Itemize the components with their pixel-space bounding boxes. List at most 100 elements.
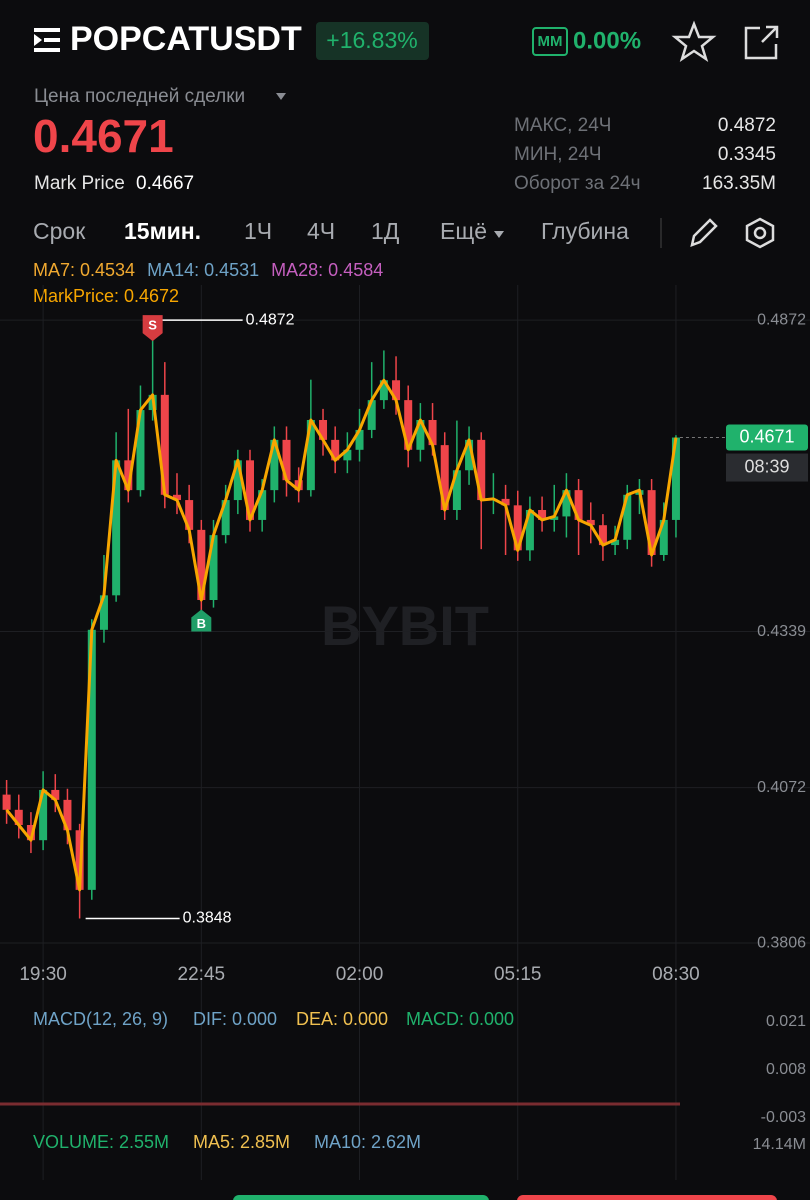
candle-body	[574, 490, 583, 520]
candle-body	[160, 394, 169, 495]
timeframe-tab[interactable]: Ещё	[440, 218, 487, 244]
candle-body	[258, 490, 267, 520]
candle-body	[136, 410, 145, 491]
sell-marker	[142, 315, 163, 342]
timeframe-tab[interactable]: 15мин.	[124, 218, 201, 244]
candle-body	[282, 439, 291, 481]
change-badge	[316, 22, 429, 60]
candle-body	[87, 629, 96, 890]
macd-tick: 0.008	[766, 1061, 806, 1078]
candle-body	[452, 470, 461, 510]
candle-body	[501, 498, 510, 506]
candle-body	[319, 420, 328, 440]
macd-value: MACD: 0.000	[406, 1009, 514, 1029]
markprice-legend: MarkPrice: 0.4672	[33, 286, 179, 306]
y-tick-label: 0.4339	[757, 623, 806, 640]
x-tick-label: 02:00	[336, 964, 384, 985]
candle-body	[465, 439, 474, 471]
candle-body	[598, 525, 607, 546]
macd-tick: 0.021	[766, 1013, 806, 1030]
candle-body	[14, 809, 23, 825]
timeframe-tab[interactable]: 1Д	[371, 218, 400, 244]
share-icon[interactable]	[744, 25, 779, 60]
candle-body	[51, 789, 60, 800]
stat-value: 0.3345	[718, 144, 776, 165]
symbol[interactable]: POPCATUSDT	[70, 20, 302, 58]
mm-box	[532, 27, 568, 56]
candle-body	[2, 794, 11, 810]
candle-body	[270, 439, 279, 491]
candle-body	[112, 460, 121, 596]
ma-legend: MA7: 0.4534	[33, 260, 135, 280]
timeframe-tab[interactable]: 4Ч	[307, 218, 335, 244]
macd-title: MACD(12, 26, 9)	[33, 1009, 168, 1029]
candle-body	[172, 494, 181, 501]
y-tick-label: 0.3806	[757, 934, 806, 951]
x-tick-label: 19:30	[19, 964, 67, 985]
candle-body	[392, 380, 401, 401]
candle-body	[562, 490, 571, 517]
high-marker-label: 0.4872	[246, 311, 295, 328]
candle-body	[355, 429, 364, 450]
candle-body	[659, 519, 668, 555]
macd-dif: DIF: 0.000	[193, 1009, 277, 1029]
candle-body	[440, 445, 449, 510]
settings-icon[interactable]	[745, 217, 775, 249]
countdown-tag	[726, 453, 808, 482]
candle-body	[343, 449, 352, 461]
buy-marker-label: B	[197, 616, 206, 631]
candle-body	[99, 595, 108, 630]
draw-icon[interactable]	[690, 218, 718, 247]
last-price-tag-label: 0.4671	[739, 426, 794, 446]
candle-body	[671, 437, 680, 520]
candle-body	[428, 420, 437, 446]
macd-tick: -0.003	[761, 1109, 806, 1126]
macd-dea: DEA: 0.000	[296, 1009, 388, 1029]
watermark: BYBIT	[321, 594, 489, 657]
candle-body	[26, 825, 35, 841]
sell-marker-label: S	[148, 318, 157, 333]
candle-body	[379, 380, 388, 401]
candle-body	[550, 516, 559, 520]
menu-icon[interactable]	[34, 28, 60, 52]
candle-body	[623, 494, 632, 540]
candle-body	[63, 799, 72, 831]
candle-body	[185, 500, 194, 530]
y-tick-label: 0.4072	[757, 779, 806, 796]
ma-legend: MA28: 0.4584	[271, 260, 383, 280]
dropdown-arrow[interactable]	[276, 93, 286, 100]
buy-button[interactable]	[233, 1195, 489, 1200]
sell-button[interactable]	[517, 1195, 777, 1200]
x-tick-label: 08:30	[652, 964, 700, 985]
candle-body	[367, 400, 376, 430]
x-tick-label: 22:45	[178, 964, 226, 985]
ma-legend: MA14: 0.4531	[147, 260, 259, 280]
candle-body	[416, 420, 425, 450]
timeframe-tab[interactable]: Срок	[33, 218, 86, 244]
candle-body	[525, 510, 534, 551]
candle-body	[39, 789, 48, 841]
favorite-icon[interactable]	[671, 20, 717, 62]
candle-body	[246, 460, 254, 520]
stat-label: МИН, 24Ч	[514, 144, 602, 165]
candle-body	[647, 490, 656, 555]
candle-body	[586, 519, 595, 526]
y-tick-label: 0.4872	[757, 311, 806, 328]
x-tick-label: 05:15	[494, 964, 542, 985]
candle-body	[538, 510, 547, 520]
candle-body	[306, 420, 315, 491]
countdown-label: 08:39	[744, 456, 789, 476]
candle-body	[233, 460, 242, 501]
low-marker-label: 0.3848	[183, 910, 232, 927]
timeframe-tab[interactable]: 1Ч	[244, 218, 272, 244]
last-price-tag	[726, 424, 808, 451]
candle-body	[209, 535, 218, 600]
mm-value: 0.00%	[573, 27, 641, 54]
mm-label: MM	[538, 33, 563, 50]
candle-body	[197, 529, 206, 600]
candle-body	[611, 539, 620, 546]
mark-price-label: Mark Price	[34, 173, 125, 194]
timeframe-tab[interactable]: Глубина	[541, 218, 629, 244]
